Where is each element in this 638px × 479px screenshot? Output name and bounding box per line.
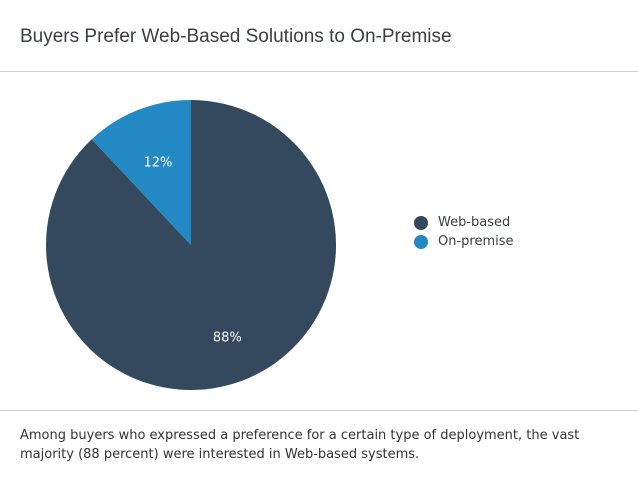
top-divider — [0, 71, 638, 72]
legend-swatch-web-based — [414, 215, 428, 230]
legend-item-on-premise: On-premise — [414, 232, 514, 251]
chart-caption: Among buyers who expressed a preference … — [20, 428, 580, 462]
slice-label-on-premise: 12% — [143, 155, 172, 170]
legend-label-web-based: Web-based — [438, 215, 511, 230]
pie-slice-web-based — [45, 100, 336, 390]
chart-title: Buyers Prefer Web-Based Solutions to On-… — [20, 26, 452, 47]
pie-slice-on-premise — [91, 100, 191, 245]
slice-label-web-based: 88% — [213, 331, 242, 346]
legend-item-web-based: Web-based — [414, 213, 514, 232]
bottom-divider — [0, 410, 638, 411]
legend-label-on-premise: On-premise — [438, 234, 514, 249]
legend-swatch-on-premise — [414, 234, 428, 249]
chart-legend: Web-based On-premise — [414, 213, 514, 251]
